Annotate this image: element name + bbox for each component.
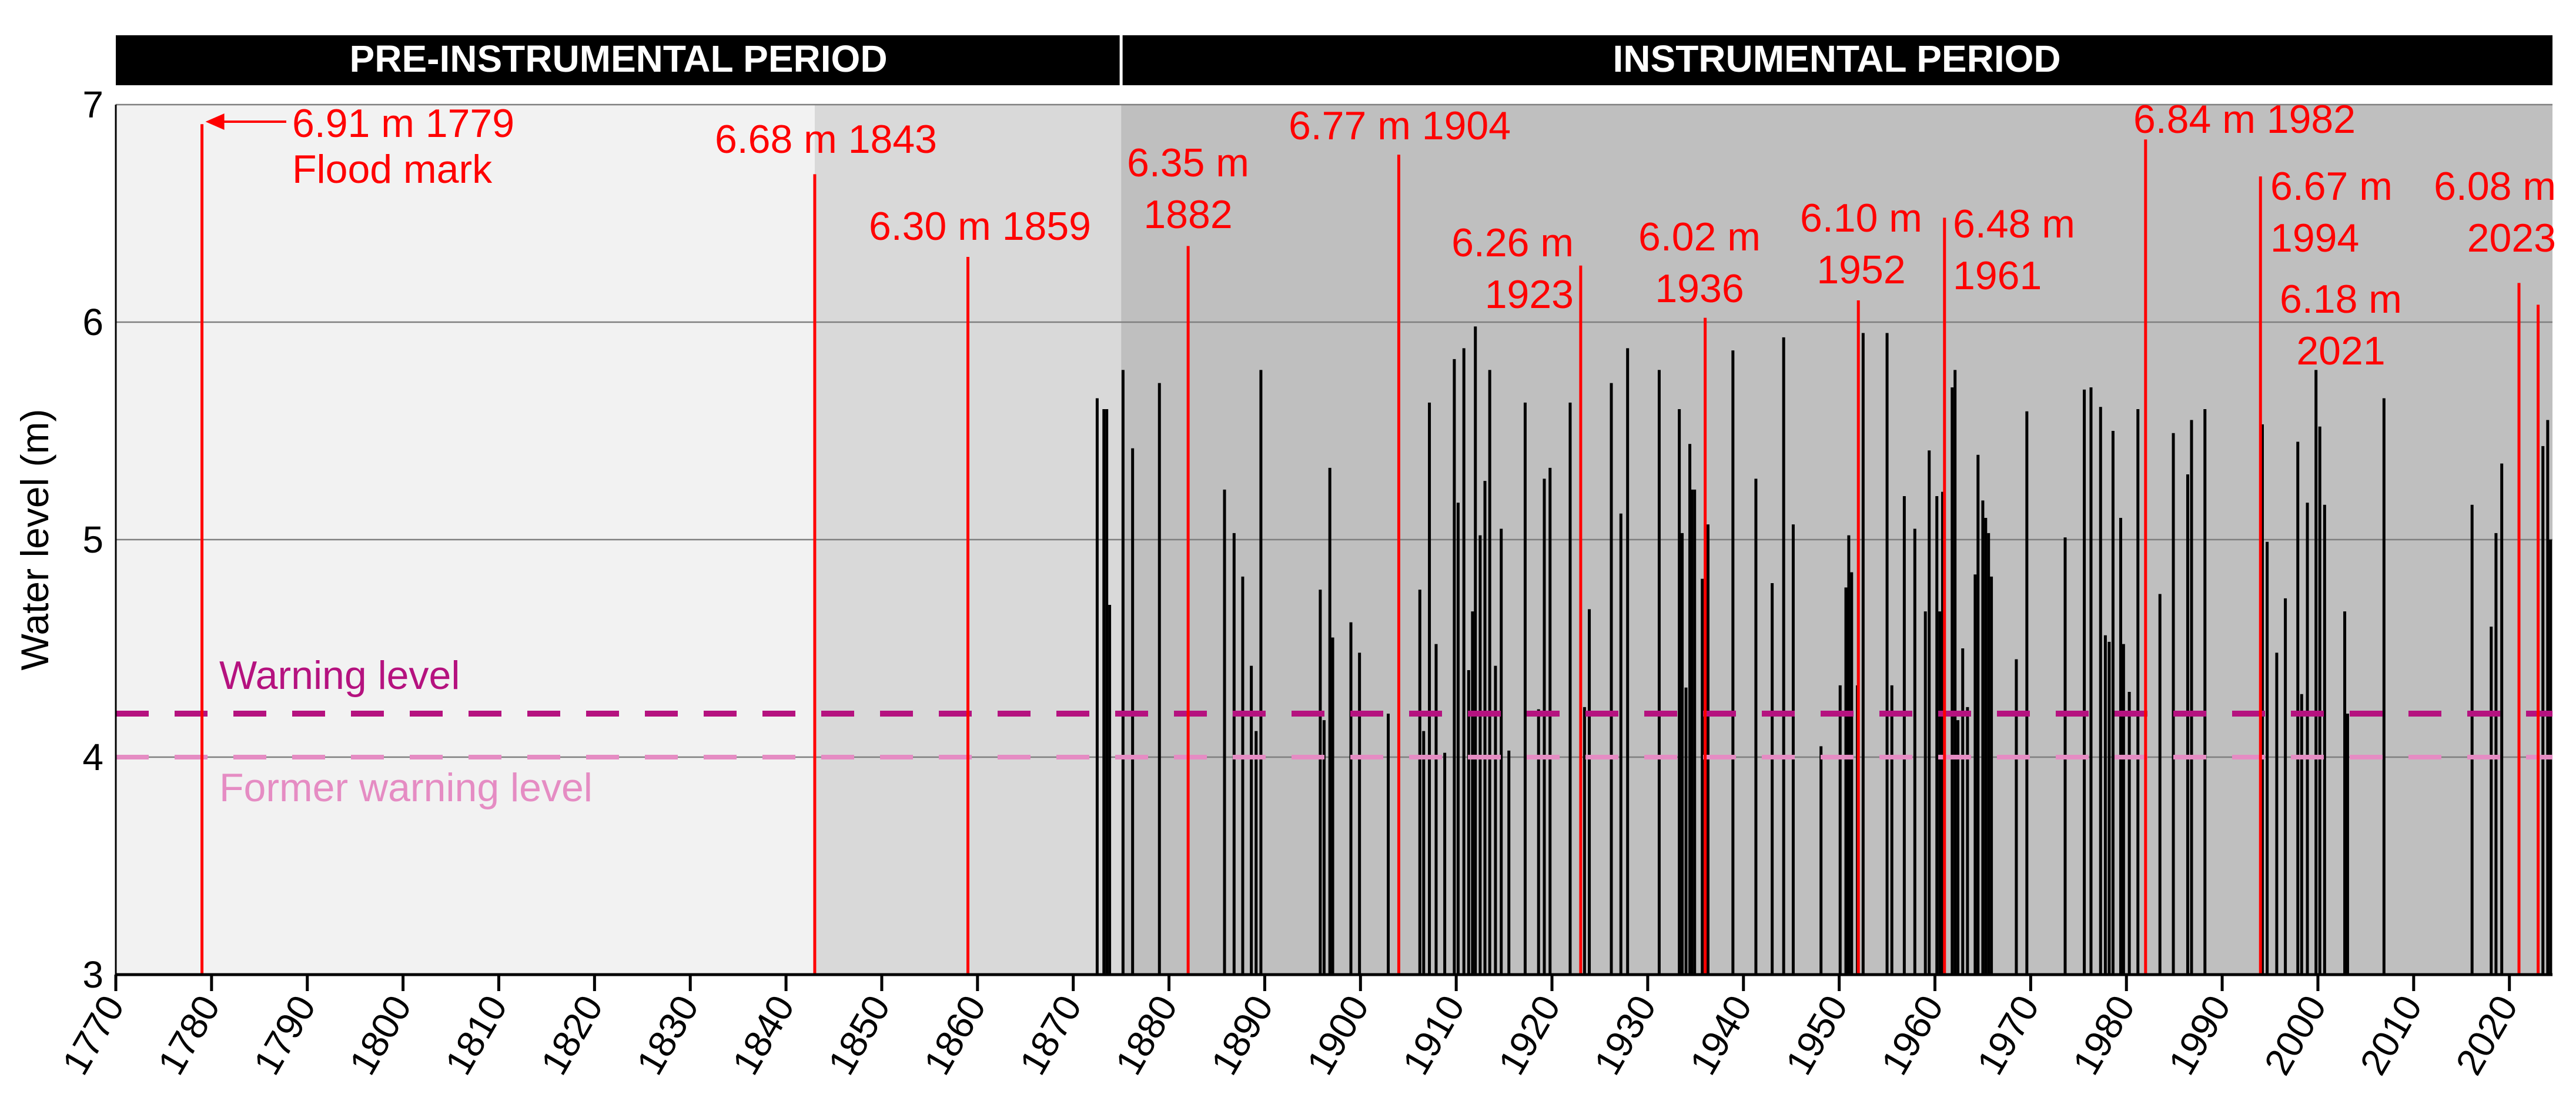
flood-label-1923: 1923 [1485, 272, 1574, 317]
x-tick-label: 1850 [820, 988, 899, 1082]
period-header-label: PRE-INSTRUMENTAL PERIOD [350, 38, 888, 80]
x-tick-label: 1780 [149, 988, 228, 1082]
flood-label-2023: 6.08 m [2434, 164, 2556, 209]
flood-label-1961: 1961 [1953, 253, 2042, 298]
x-tick-label: 1890 [1203, 988, 1282, 1082]
x-tick-label: 1910 [1394, 988, 1473, 1082]
flood-label-1961: 6.48 m [1953, 202, 2075, 246]
flood-event-lines [200, 124, 2540, 975]
period-header: PRE-INSTRUMENTAL PERIOD INSTRUMENTAL PERI… [116, 35, 2552, 85]
flood-label-1994: 1994 [2270, 216, 2359, 260]
warning-level-label: Warning level [219, 653, 460, 698]
x-tick-label: 1980 [2065, 988, 2143, 1082]
period-header-label: INSTRUMENTAL PERIOD [1613, 38, 2061, 80]
x-tick-label: 1950 [1777, 988, 1856, 1082]
x-tick-label: 1810 [437, 988, 516, 1082]
x-tick-label: 1940 [1681, 988, 1760, 1082]
flood-label-2023: 2023 [2467, 216, 2556, 260]
flood-label-1779: Flood mark [292, 147, 493, 192]
x-tick-label: 1840 [724, 988, 803, 1082]
x-tick-label: 1960 [1873, 988, 1952, 1082]
flood-label-1859: 6.30 m 1859 [869, 204, 1091, 249]
x-tick-label: 1970 [1969, 988, 2048, 1082]
flood-label-1982: 6.84 m 1982 [2133, 97, 2356, 142]
x-tick-label: 1870 [1011, 988, 1090, 1082]
flood-label-1882: 1882 [1143, 192, 1232, 237]
flood-label-1882: 6.35 m [1127, 140, 1249, 185]
flood-label-1936: 6.02 m [1638, 215, 1761, 259]
y-tick-label: 3 [82, 953, 103, 996]
x-tick-label: 1770 [54, 988, 133, 1082]
period-header-bar-1 [1121, 35, 2552, 85]
flood-label-1952: 1952 [1816, 247, 1905, 292]
flood-label-2021: 6.18 m [2280, 277, 2402, 322]
flood-label-1843: 6.68 m 1843 [715, 117, 937, 162]
x-tick-label: 1790 [245, 988, 324, 1082]
x-tick-label: 1920 [1490, 988, 1569, 1082]
flood-label-1994: 6.67 m [2270, 164, 2393, 209]
y-tick-label: 5 [82, 518, 103, 561]
x-tick-label: 2020 [2447, 988, 2526, 1082]
flood-label-1952: 6.10 m [1800, 196, 1922, 240]
x-tick-label: 1830 [628, 988, 707, 1082]
y-tick-label: 7 [82, 83, 103, 126]
flood-label-1936: 1936 [1655, 266, 1744, 311]
flood-label-1923: 6.26 m [1451, 220, 1574, 265]
x-tick-label: 1800 [341, 988, 420, 1082]
x-tick-label: 1820 [533, 988, 611, 1082]
annual-peak-bars [1095, 326, 2552, 975]
flood-label-1904: 6.77 m 1904 [1289, 103, 1511, 148]
flood-label-1779: 6.91 m 1779 [292, 101, 514, 146]
x-tick-label: 1990 [2160, 988, 2239, 1082]
y-tick-label: 6 [82, 301, 103, 343]
y-tick-label: 4 [82, 736, 103, 778]
flood-label-2021: 2021 [2296, 329, 2385, 373]
x-tick-label: 2010 [2351, 988, 2430, 1082]
y-axis-label: Water level (m) [13, 409, 56, 671]
flood-mark-arrow-head [205, 113, 225, 130]
x-tick-label: 2000 [2256, 988, 2335, 1082]
period-header-bar-0 [116, 35, 1122, 85]
x-tick-label: 1930 [1585, 988, 1664, 1082]
former-warning-level-label: Former warning level [219, 765, 593, 810]
x-tick-label: 1880 [1107, 988, 1186, 1082]
x-tick-label: 1860 [915, 988, 994, 1082]
x-tick-label: 1900 [1299, 988, 1377, 1082]
